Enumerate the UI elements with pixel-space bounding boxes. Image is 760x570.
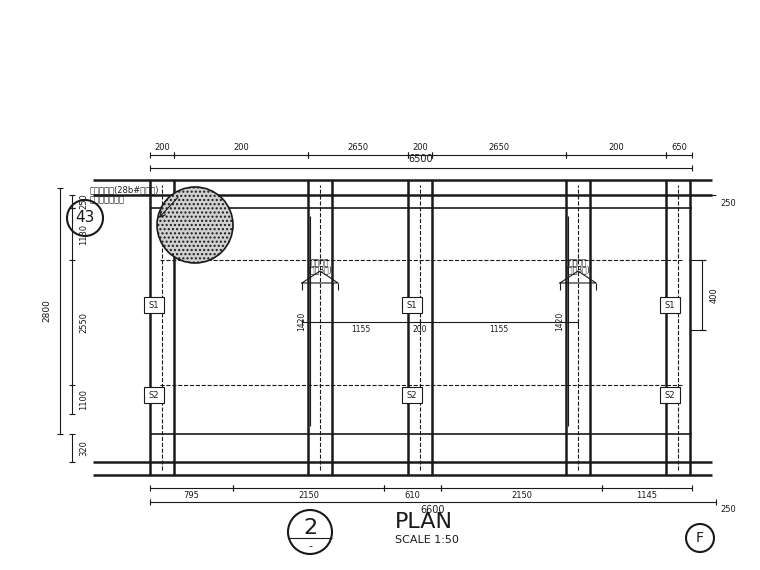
Text: 250: 250 — [720, 506, 736, 515]
Text: 200: 200 — [233, 142, 249, 152]
Text: 2650: 2650 — [489, 142, 509, 152]
Text: 1420: 1420 — [297, 311, 306, 331]
Text: 固定主体结构上: 固定主体结构上 — [90, 196, 125, 205]
Text: 1155: 1155 — [489, 325, 508, 335]
Text: 1155: 1155 — [351, 325, 371, 335]
Text: 电梯主机梁(28b#工字鬯): 电梯主机梁(28b#工字鬯) — [90, 185, 160, 194]
Circle shape — [157, 187, 233, 263]
Text: PLAN: PLAN — [395, 512, 453, 532]
Text: 吸否投影: 吸否投影 — [568, 259, 587, 267]
Text: 200: 200 — [412, 142, 428, 152]
Text: 1420: 1420 — [556, 311, 565, 331]
Text: 43: 43 — [75, 210, 95, 226]
Text: 2: 2 — [303, 518, 317, 538]
Text: 200: 200 — [413, 325, 427, 335]
Text: 6500: 6500 — [409, 154, 433, 164]
Bar — [402, 387, 422, 403]
Text: 1130: 1130 — [80, 223, 88, 245]
Text: 2150: 2150 — [298, 491, 319, 500]
Text: S2: S2 — [407, 390, 417, 400]
Text: 610: 610 — [404, 491, 420, 500]
Text: S2: S2 — [149, 390, 160, 400]
Text: 2650: 2650 — [347, 142, 369, 152]
Text: (载重3吞): (载重3吞) — [565, 266, 591, 275]
Bar — [660, 387, 680, 403]
Text: 1100: 1100 — [80, 389, 88, 410]
Text: (载重3吞): (载重3吞) — [308, 266, 332, 275]
Bar — [402, 297, 422, 313]
Bar — [144, 297, 164, 313]
Text: -: - — [308, 541, 312, 551]
Text: 200: 200 — [608, 142, 624, 152]
Text: S1: S1 — [665, 300, 675, 310]
Text: 2550: 2550 — [80, 312, 88, 333]
Text: 200: 200 — [154, 142, 170, 152]
Text: 250: 250 — [80, 194, 88, 209]
Text: 6600: 6600 — [421, 505, 445, 515]
Bar — [144, 387, 164, 403]
Text: 1145: 1145 — [637, 491, 657, 500]
Text: S1: S1 — [149, 300, 160, 310]
Text: 650: 650 — [671, 142, 687, 152]
Bar — [660, 297, 680, 313]
Text: S2: S2 — [665, 390, 675, 400]
Text: 2800: 2800 — [43, 300, 52, 323]
Text: 400: 400 — [710, 287, 718, 303]
Text: 2150: 2150 — [511, 491, 532, 500]
Text: S1: S1 — [407, 300, 417, 310]
Text: 795: 795 — [184, 491, 199, 500]
Text: 320: 320 — [80, 440, 88, 456]
Text: 吸否投影: 吸否投影 — [311, 259, 329, 267]
Text: 250: 250 — [720, 198, 736, 207]
Text: F: F — [696, 531, 704, 545]
Text: SCALE 1:50: SCALE 1:50 — [395, 535, 459, 545]
